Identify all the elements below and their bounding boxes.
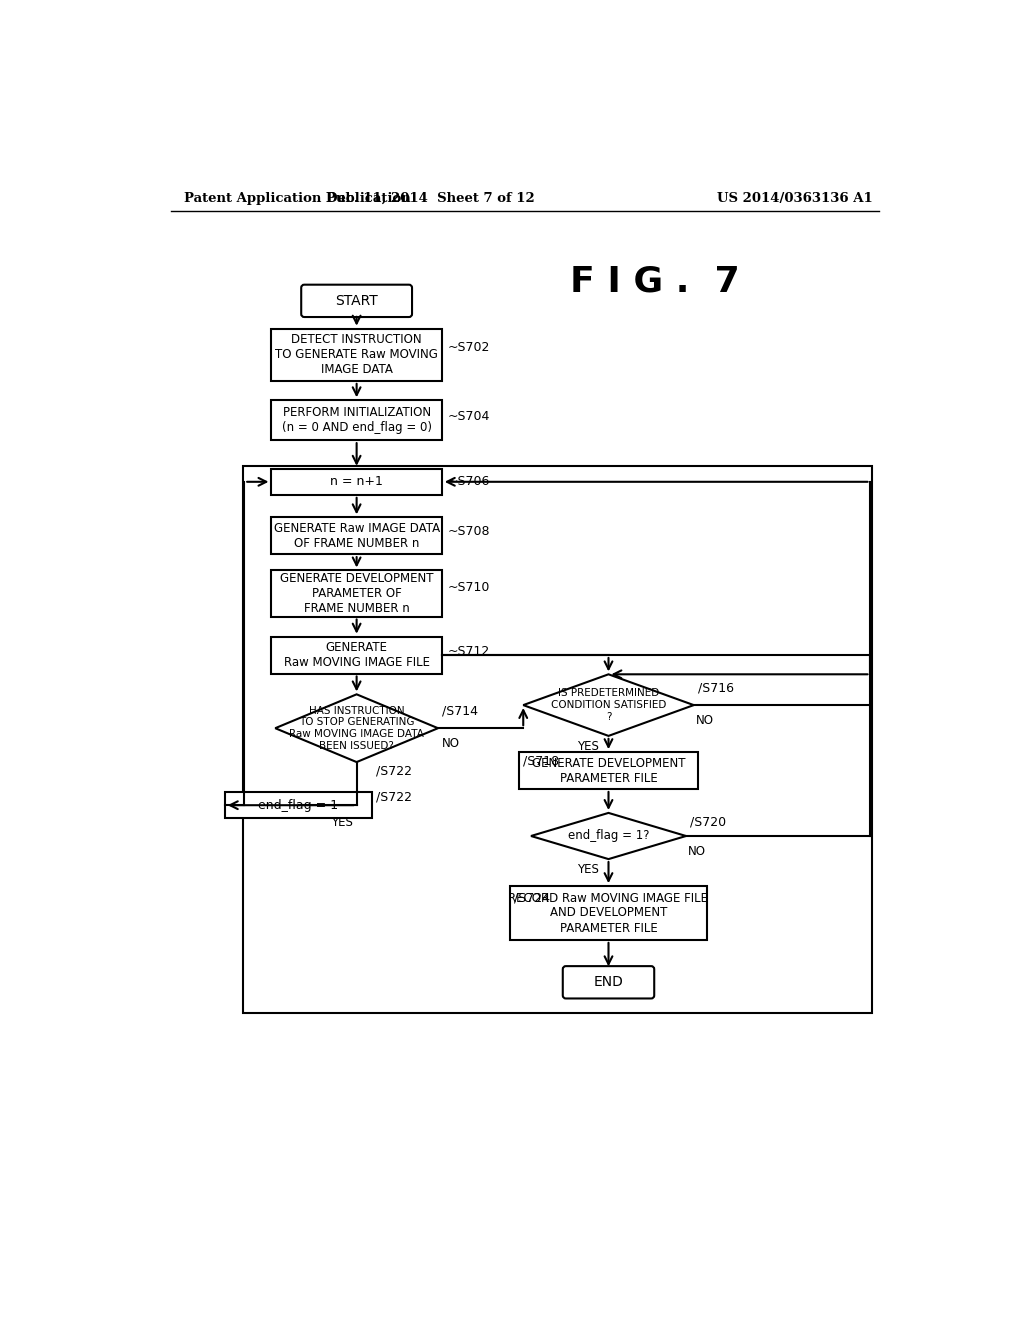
Bar (271, 469, 442, 495)
Text: START: START (335, 294, 378, 308)
Text: NO: NO (442, 738, 460, 751)
Text: NO: NO (696, 714, 714, 727)
Text: NO: NO (688, 845, 707, 858)
Text: /S716: /S716 (697, 681, 733, 694)
Text: F I G .  7: F I G . 7 (570, 264, 740, 298)
Text: /S724: /S724 (514, 891, 550, 904)
Text: ~S702: ~S702 (449, 341, 490, 354)
Text: PERFORM INITIALIZATION
(n = 0 AND end_flag = 0): PERFORM INITIALIZATION (n = 0 AND end_fl… (282, 407, 432, 434)
Text: ~S706: ~S706 (449, 475, 490, 488)
Text: US 2014/0363136 A1: US 2014/0363136 A1 (717, 191, 872, 205)
Bar (225, 792, 372, 818)
Text: ~S708: ~S708 (449, 525, 490, 539)
Text: DETECT INSTRUCTION
TO GENERATE Raw MOVING
IMAGE DATA: DETECT INSTRUCTION TO GENERATE Raw MOVIN… (275, 333, 438, 376)
Text: YES: YES (578, 739, 599, 752)
Text: /S722: /S722 (376, 764, 412, 777)
Text: n = n+1: n = n+1 (330, 475, 383, 488)
Bar (271, 570, 442, 616)
Text: IS PREDETERMINED
CONDITION SATISFIED
?: IS PREDETERMINED CONDITION SATISFIED ? (551, 689, 667, 722)
Text: end_flag = 1?: end_flag = 1? (567, 829, 649, 842)
Polygon shape (531, 813, 686, 859)
Text: Patent Application Publication: Patent Application Publication (183, 191, 411, 205)
Text: /S720: /S720 (690, 816, 726, 829)
Text: GENERATE DEVELOPMENT
PARAMETER OF
FRAME NUMBER n: GENERATE DEVELOPMENT PARAMETER OF FRAME … (280, 572, 433, 615)
Bar (271, 517, 442, 554)
Text: GENERATE
Raw MOVING IMAGE FILE: GENERATE Raw MOVING IMAGE FILE (284, 642, 430, 669)
Text: YES: YES (331, 816, 352, 829)
Text: END: END (594, 975, 624, 989)
Text: end_flag = 1: end_flag = 1 (258, 799, 339, 812)
Text: ~S710: ~S710 (449, 581, 490, 594)
Text: YES: YES (578, 863, 599, 876)
Text: GENERATE DEVELOPMENT
PARAMETER FILE: GENERATE DEVELOPMENT PARAMETER FILE (531, 756, 685, 784)
Text: ~S712: ~S712 (449, 644, 490, 657)
FancyBboxPatch shape (563, 966, 654, 998)
Text: ~S704: ~S704 (449, 409, 490, 422)
Bar (519, 752, 697, 789)
FancyBboxPatch shape (301, 285, 412, 317)
Text: /S722: /S722 (376, 791, 412, 804)
Bar (510, 886, 708, 940)
Text: /S718: /S718 (523, 755, 559, 768)
Text: GENERATE Raw IMAGE DATA
OF FRAME NUMBER n: GENERATE Raw IMAGE DATA OF FRAME NUMBER … (273, 521, 439, 549)
Bar (271, 400, 442, 441)
Polygon shape (275, 694, 438, 762)
Text: Dec. 11, 2014  Sheet 7 of 12: Dec. 11, 2014 Sheet 7 of 12 (326, 191, 535, 205)
Text: RECORD Raw MOVING IMAGE FILE
AND DEVELOPMENT
PARAMETER FILE: RECORD Raw MOVING IMAGE FILE AND DEVELOP… (509, 891, 709, 935)
Bar (271, 636, 442, 673)
Text: HAS INSTRUCTION
TO STOP GENERATING
Raw MOVING IMAGE DATA
BEEN ISSUED?: HAS INSTRUCTION TO STOP GENERATING Raw M… (289, 706, 424, 751)
Text: /S714: /S714 (442, 705, 478, 718)
Bar (243, 466, 872, 1014)
Polygon shape (523, 675, 693, 737)
Bar (271, 329, 442, 381)
